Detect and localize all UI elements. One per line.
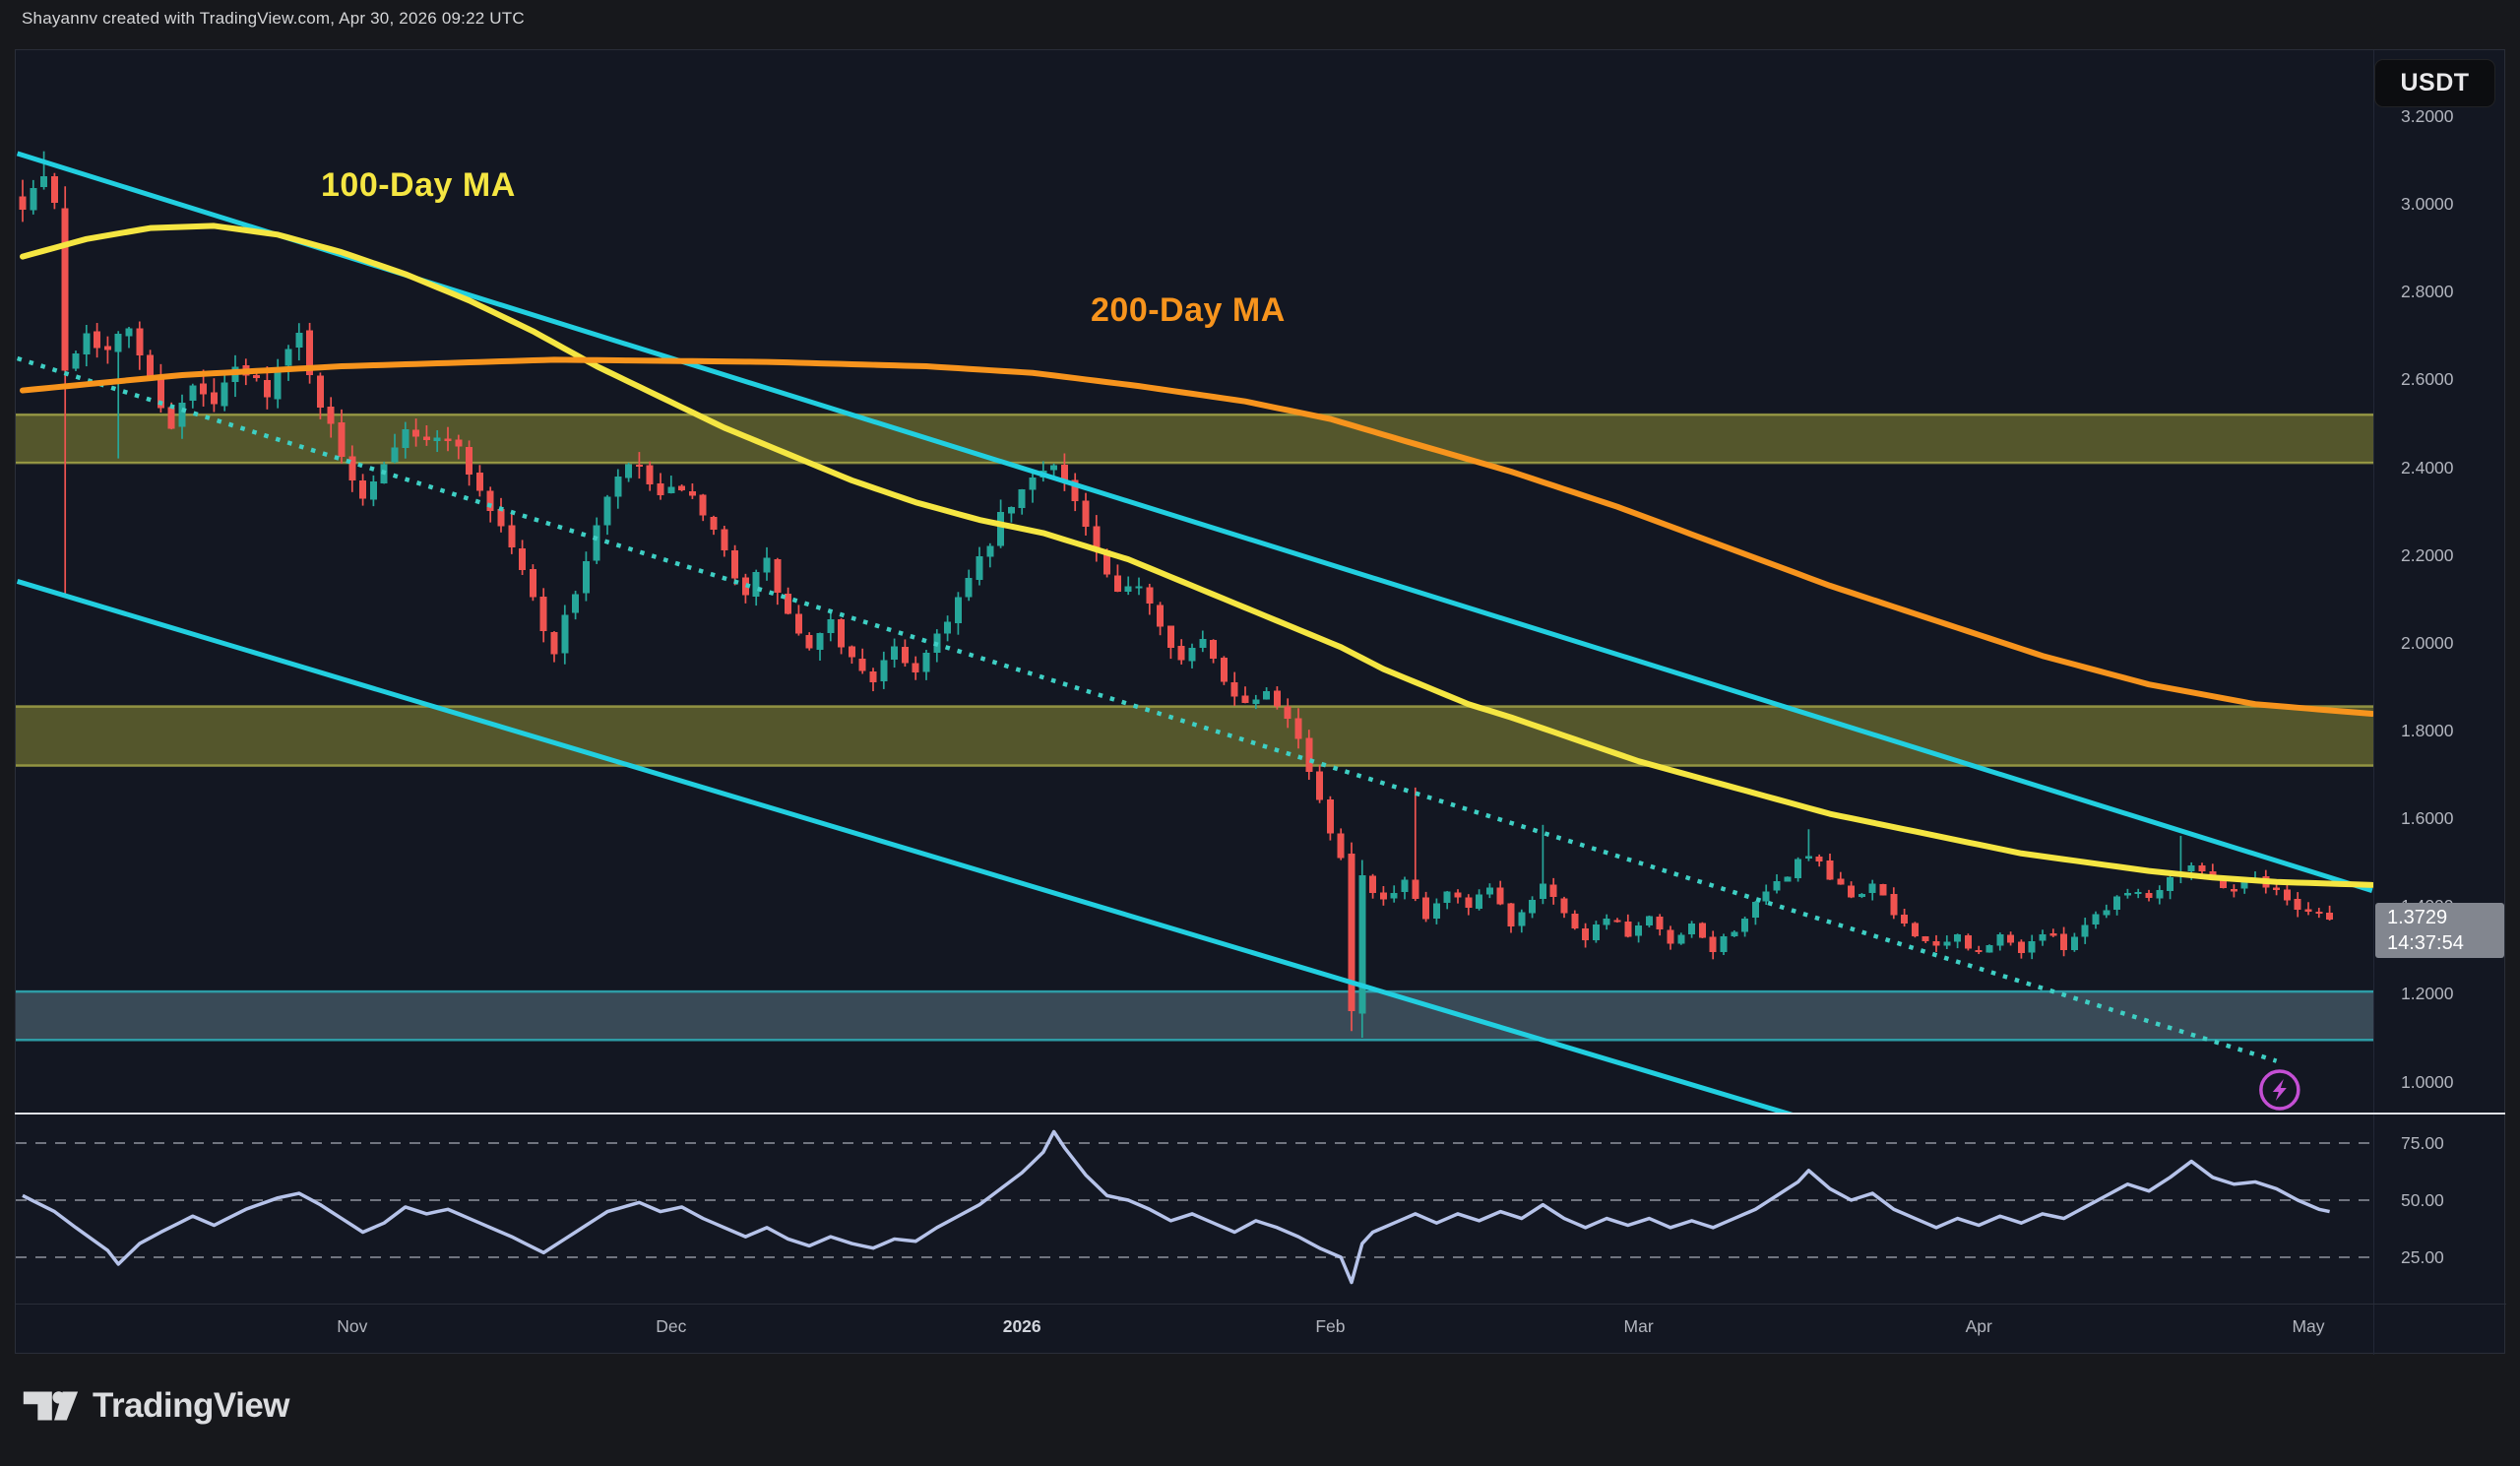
ma100-line[interactable] <box>20 223 2373 888</box>
time-label-Mar: Mar <box>1623 1316 1654 1336</box>
ma200-line[interactable] <box>20 356 2373 718</box>
time-label-May: May <box>2292 1316 2325 1336</box>
chart-frame: 100-Day MA 200-Day MA 25.00 50.00 75.00 1.0… <box>15 49 2506 1356</box>
time-label-Apr: Apr <box>1965 1316 1992 1336</box>
lightning-icon <box>2259 1069 2300 1111</box>
last-price-tag: 1.3729 14:37:54 <box>2375 903 2504 959</box>
time-label-2026: 2026 <box>1002 1316 1041 1336</box>
tradingview-logo[interactable]: TradingView <box>22 1384 290 1428</box>
tradingview-wordmark: TradingView <box>93 1386 290 1425</box>
tradingview-logo-icon <box>23 1391 79 1421</box>
price-label-2.0000: 2.0000 <box>2401 632 2454 653</box>
axis-separator <box>2373 50 2374 1355</box>
price-axis[interactable]: 25.0050.0075.001.00001.20001.40001.60001… <box>2373 50 2506 1355</box>
candles-layer <box>19 151 2334 1038</box>
last-price-value: 1.3729 <box>2387 907 2448 929</box>
price-label-2.8000: 2.8000 <box>2401 282 2454 302</box>
price-chart-canvas[interactable] <box>16 50 2373 1355</box>
price-label-1.0000: 1.0000 <box>2401 1071 2454 1092</box>
time-label-Feb: Feb <box>1315 1316 1346 1336</box>
rsi-line <box>22 1129 2330 1285</box>
price-label-1.2000: 1.2000 <box>2401 984 2454 1004</box>
rsi-label-50.00: 50.00 <box>2401 1190 2444 1210</box>
attribution-text: Shayannv created with TradingView.com, A… <box>22 9 525 28</box>
countdown-timer: 14:37:54 <box>2387 932 2464 955</box>
price-label-3.0000: 3.0000 <box>2401 194 2454 215</box>
time-axis[interactable]: Nov Dec 2026 Feb Mar Apr May <box>16 1304 2506 1356</box>
price-label-2.4000: 2.4000 <box>2401 457 2454 478</box>
channel-bottom[interactable] <box>16 579 1799 1116</box>
olive-zone <box>16 413 2373 465</box>
price-pane[interactable] <box>16 151 2373 1117</box>
price-label-1.6000: 1.6000 <box>2401 808 2454 829</box>
time-label-Nov: Nov <box>337 1316 368 1336</box>
time-label-Dec: Dec <box>656 1316 687 1336</box>
channel-mid[interactable] <box>16 355 2278 1063</box>
pane-divider[interactable] <box>15 1113 2505 1115</box>
rsi-label-75.00: 75.00 <box>2401 1133 2444 1153</box>
currency-badge[interactable]: USDT <box>2374 59 2495 107</box>
olive-zone <box>16 705 2373 767</box>
price-label-1.8000: 1.8000 <box>2401 720 2454 740</box>
price-label-3.2000: 3.2000 <box>2401 106 2454 126</box>
rsi-pane[interactable] <box>16 1129 2373 1285</box>
ma100-annotation: 100-Day MA <box>321 166 516 204</box>
teal-zone <box>16 989 2373 1042</box>
price-label-2.6000: 2.6000 <box>2401 369 2454 390</box>
ma200-annotation: 200-Day MA <box>1091 291 1286 329</box>
rsi-label-25.00: 25.00 <box>2401 1247 2444 1267</box>
price-label-2.2000: 2.2000 <box>2401 544 2454 565</box>
